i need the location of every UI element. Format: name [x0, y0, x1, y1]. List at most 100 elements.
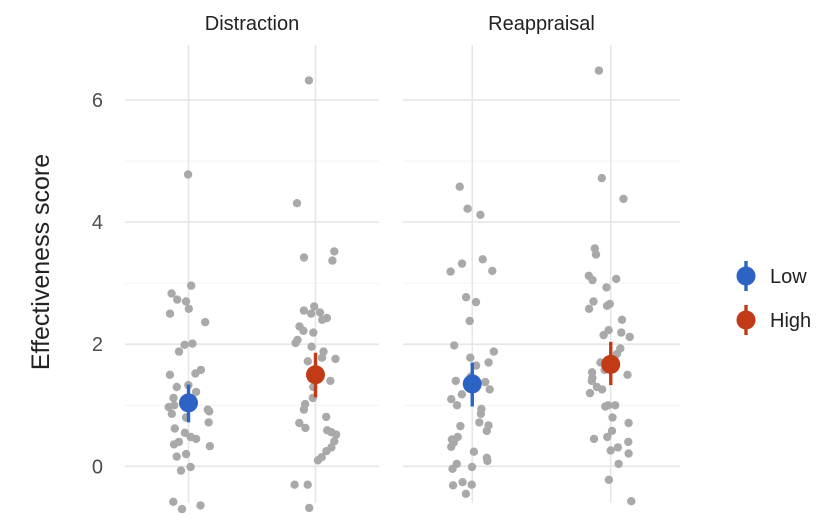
legend-label: Low [770, 266, 807, 288]
raw-data-point [627, 497, 636, 506]
y-tick-label: 6 [92, 90, 103, 112]
raw-data-point [466, 353, 475, 362]
legend: Low High [736, 261, 811, 335]
raw-data-point [476, 409, 486, 418]
raw-data-point [170, 424, 179, 433]
raw-data-point [446, 267, 455, 276]
raw-data-point [331, 430, 341, 439]
raw-data-point [176, 466, 186, 475]
raw-data-point [617, 315, 627, 324]
raw-data-point [318, 315, 327, 324]
raw-data-point [465, 316, 474, 326]
raw-data-point [205, 407, 214, 416]
y-tick-label: 0 [92, 456, 103, 478]
raw-data-point [169, 497, 178, 506]
raw-data-point [469, 447, 479, 456]
mean-point-low [462, 374, 482, 394]
raw-data-point [471, 361, 481, 370]
mean-point-high [601, 354, 621, 374]
raw-data-point [447, 442, 456, 451]
raw-data-point [330, 247, 339, 256]
raw-data-point [307, 342, 316, 351]
raw-data-point [309, 328, 318, 337]
raw-data-point [452, 401, 462, 410]
y-axis-title: Effectiveness score [27, 154, 55, 370]
raw-data-point [299, 306, 309, 315]
raw-data-point [475, 418, 484, 427]
raw-data-point [191, 387, 201, 397]
raw-data-point [614, 459, 623, 469]
raw-data-point [623, 370, 632, 379]
raw-data-point [599, 330, 608, 340]
raw-data-point [187, 281, 196, 290]
raw-data-point [326, 376, 335, 386]
raw-data-point [597, 385, 607, 394]
raw-data-point [328, 256, 337, 265]
raw-data-point [196, 501, 205, 510]
raw-data-point [204, 418, 213, 427]
raw-data-point [467, 462, 477, 472]
raw-data-point [584, 304, 594, 313]
raw-data-point [174, 347, 184, 356]
raw-data-point [461, 293, 471, 302]
raw-data-point [624, 437, 633, 447]
raw-data-point [481, 377, 490, 387]
raw-data-point [482, 426, 491, 436]
raw-data-point [489, 347, 498, 356]
raw-data-point [602, 301, 612, 310]
raw-data-point [181, 297, 191, 306]
raw-data-point [613, 443, 623, 452]
raw-data-point [291, 338, 300, 348]
raw-data-point [165, 309, 175, 318]
raw-data-point [331, 354, 340, 364]
raw-data-point [447, 395, 456, 404]
legend-key-point [736, 266, 756, 286]
raw-data-point [172, 452, 181, 461]
raw-data-point [456, 421, 465, 431]
raw-data-point [483, 456, 492, 466]
raw-data-point [169, 393, 178, 403]
raw-data-point [169, 440, 179, 449]
raw-data-point [304, 76, 314, 85]
raw-data-point [180, 340, 189, 349]
raw-data-point [191, 434, 201, 444]
raw-data-point [589, 434, 599, 444]
legend-item-high: High [736, 305, 811, 335]
raw-data-point [606, 446, 615, 455]
raw-data-point [617, 328, 626, 337]
raw-data-point [322, 412, 331, 422]
raw-data-point [165, 370, 175, 379]
raw-data-point [184, 304, 193, 313]
raw-data-point [201, 318, 210, 327]
legend-label: High [770, 310, 811, 332]
raw-data-point [322, 446, 331, 456]
panel-title: Distraction [205, 13, 299, 35]
raw-data-point [485, 385, 494, 394]
raw-data-point [186, 462, 195, 472]
raw-data-point [299, 253, 309, 262]
raw-data-point [299, 405, 309, 414]
raw-data-point [488, 266, 497, 276]
raw-data-point [317, 353, 327, 362]
raw-data-point [624, 449, 633, 458]
raw-data-point [585, 388, 595, 398]
raw-data-point [591, 250, 601, 259]
raw-data-point [471, 297, 481, 307]
raw-data-point [305, 503, 314, 513]
raw-data-point [619, 194, 628, 204]
raw-data-point [611, 401, 620, 410]
raw-data-point [624, 418, 633, 428]
raw-data-point [587, 376, 596, 386]
raw-data-point [299, 326, 308, 335]
raw-data-point [303, 480, 312, 489]
raw-data-point [625, 332, 634, 342]
raw-data-point [295, 418, 304, 428]
raw-data-point [450, 341, 459, 350]
raw-data-point [607, 426, 617, 436]
legend-item-low: Low [736, 261, 807, 291]
raw-data-point [458, 478, 467, 487]
raw-data-point [457, 259, 467, 268]
mean-point-low [179, 393, 198, 413]
raw-data-point [451, 376, 460, 386]
